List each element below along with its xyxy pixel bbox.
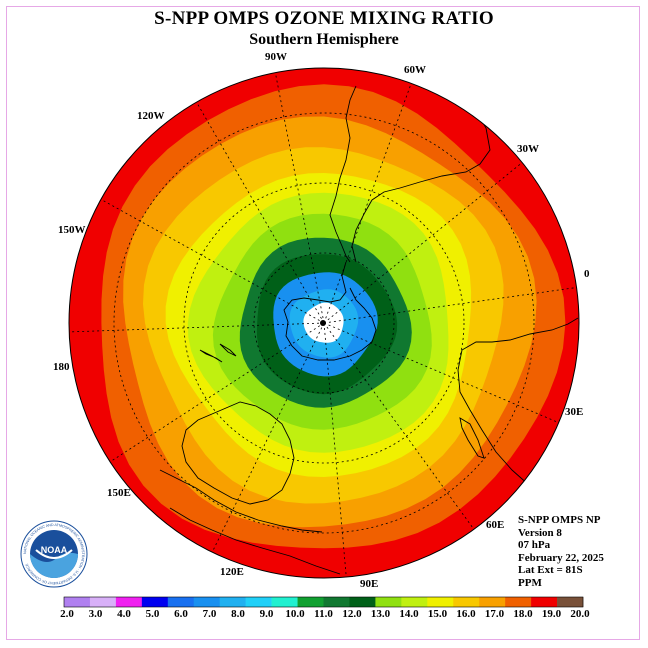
colorbar-tick-label: 10.0 [285, 608, 305, 620]
info-block: S-NPP OMPS NP Version 8 07 hPa February … [518, 514, 604, 589]
coastline-madagascar [459, 417, 485, 459]
colorbar-tick-label: 5.0 [145, 608, 160, 620]
noaa-logo-text: NOAA [41, 545, 68, 555]
colorbar-swatch [219, 597, 246, 607]
figure-frame [6, 6, 640, 640]
colorbar-tick-label: 8.0 [231, 608, 245, 620]
longitude-line [323, 322, 564, 425]
longitude-line [274, 68, 325, 324]
colorbar-swatch [401, 597, 428, 607]
colorbar-swatch [479, 597, 506, 607]
coastline-new-zealand [199, 343, 237, 363]
colorbar-tick-label: 13.0 [370, 608, 391, 620]
lon-label-150w: 150W [58, 224, 86, 236]
lon-label-30e: 30E [565, 406, 584, 418]
colorbar-swatch [297, 597, 324, 607]
colorbar-swatch [167, 597, 195, 607]
lon-label-180: 180 [53, 361, 70, 373]
colorbar-tick-label: 19.0 [541, 608, 562, 620]
figure-subtitle: Southern Hemisphere [249, 31, 399, 48]
colorbar-swatch [193, 597, 220, 607]
colorbar-swatch [557, 597, 584, 607]
colorbar-tick-label: 16.0 [456, 608, 476, 620]
colorbar-tick-label: 18.0 [513, 608, 533, 620]
colorbar-swatch [505, 597, 532, 607]
lon-label-30w: 30W [517, 143, 539, 155]
colorbar-swatch [349, 597, 376, 607]
latitude-circle [253, 252, 395, 394]
colorbar-swatch [323, 597, 350, 607]
colorbar-swatch [427, 597, 454, 607]
colorbar-swatch [271, 597, 298, 607]
info-units: PPM [518, 576, 542, 589]
lon-label-0: 0 [584, 268, 590, 280]
longitude-line [323, 286, 579, 324]
coastline-australia [181, 401, 295, 505]
latitude-circle [113, 112, 535, 534]
colorbar-tick-label: 17.0 [484, 608, 505, 620]
colorbar-swatch [64, 597, 91, 607]
info-version: Version 8 [518, 526, 562, 539]
info-pressure: 07 hPa [518, 539, 551, 551]
coastline-indonesia [159, 469, 341, 575]
colorbar-swatch [453, 597, 480, 607]
colorbar-tick-label: 6.0 [174, 608, 188, 620]
lon-label-90e: 90E [360, 578, 379, 590]
longitude-line [69, 322, 325, 333]
lon-label-60w: 60W [404, 64, 426, 76]
lon-label-60e: 60E [486, 519, 505, 531]
colorbar-swatch [89, 597, 117, 607]
lon-label-150e: 150E [107, 487, 131, 499]
colorbar-tick-label: 15.0 [427, 608, 448, 620]
longitude-line [105, 322, 325, 465]
info-date: February 22, 2025 [518, 551, 604, 564]
colorbar-swatch [375, 597, 402, 607]
longitude-line [209, 322, 325, 557]
colorbar-tick-label: 7.0 [202, 608, 217, 620]
longitude-line [323, 322, 478, 534]
longitude-line [323, 159, 527, 324]
figure-title: S-NPP OMPS OZONE MIXING RATIO [154, 8, 494, 29]
colorbar-swatch [115, 597, 143, 607]
coastline-south-america [329, 85, 491, 263]
lon-label-120w: 120W [137, 110, 165, 122]
longitude-line [96, 196, 325, 324]
colorbar-tick-label: 9.0 [259, 608, 274, 620]
coastline-africa [457, 317, 579, 501]
colorbar-tick-label: 14.0 [399, 608, 419, 620]
colorbar-swatch [141, 597, 169, 607]
colorbar-tick-label: 11.0 [314, 608, 333, 620]
coastline-antarctica [283, 261, 377, 361]
colorbar-tick-label: 12.0 [342, 608, 362, 620]
colorbar-tick-label: 2.0 [60, 608, 74, 620]
info-instrument: S-NPP OMPS NP [518, 514, 601, 526]
colorbar-tick-label: 4.0 [117, 608, 131, 620]
latitude-circle [183, 182, 465, 464]
colorbar-tick-label: 3.0 [88, 608, 103, 620]
lon-label-120e: 120E [220, 566, 244, 578]
info-lat-ext: Lat Ext = 81S [518, 564, 583, 576]
longitude-line [193, 97, 325, 324]
colorbar-swatch [531, 597, 558, 607]
noaa-logo: NOAA NATIONAL OCEANIC AND ATMOSPHERIC AD… [20, 520, 88, 588]
colorbar-tick-label: 20.0 [570, 608, 590, 620]
longitude-line [323, 322, 348, 578]
colorbar-swatch [245, 597, 272, 607]
lon-label-90w: 90W [265, 51, 287, 63]
longitude-line [323, 78, 414, 324]
